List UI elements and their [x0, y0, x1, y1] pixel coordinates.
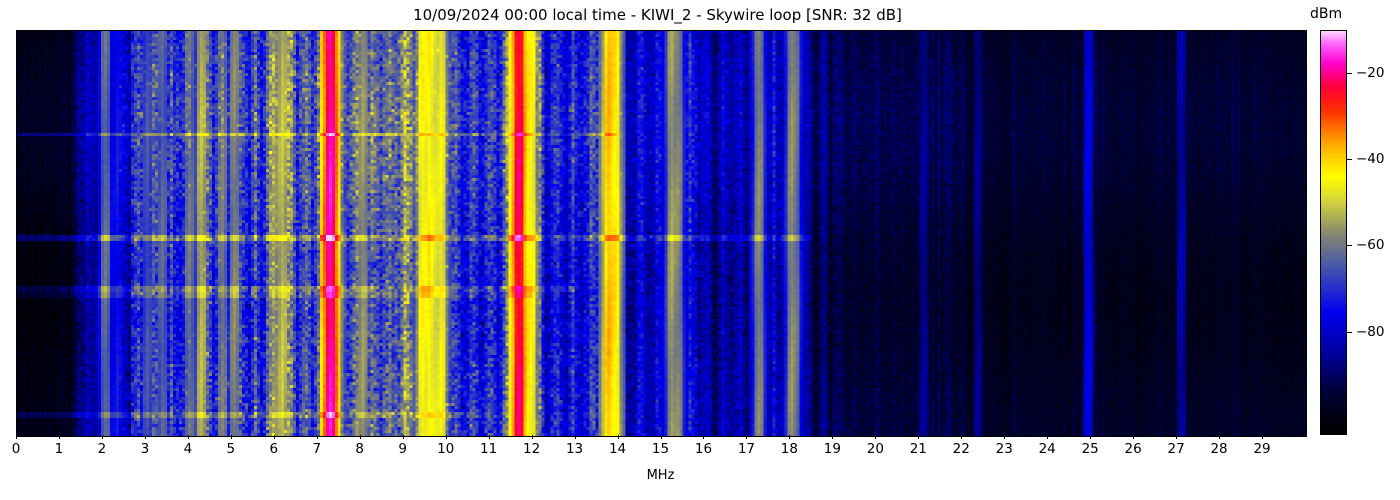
- x-axis-tick-label: 23: [995, 441, 1013, 457]
- x-axis-tick: [359, 435, 361, 439]
- colorbar-tick-label: −40: [1356, 151, 1385, 168]
- x-axis-tick-label: 28: [1210, 441, 1228, 457]
- x-axis-tick-label: 3: [140, 441, 150, 457]
- x-axis-tick-label: 2: [97, 441, 107, 457]
- colorbar-tick: [1347, 331, 1352, 333]
- colorbar-tick: [1347, 73, 1352, 75]
- colorbar-tick-label: −80: [1356, 323, 1385, 340]
- x-axis-tick: [144, 435, 146, 439]
- x-axis-tick: [1219, 435, 1221, 439]
- spectrogram-plot[interactable]: [16, 30, 1307, 437]
- x-axis-tick-label: 8: [355, 441, 365, 457]
- x-axis-tick: [1262, 435, 1264, 439]
- x-axis-tick: [488, 435, 490, 439]
- x-axis-tick: [1090, 435, 1092, 439]
- x-axis-tick-label: 22: [952, 441, 970, 457]
- x-axis-tick: [402, 435, 404, 439]
- x-axis-tick: [1047, 435, 1049, 439]
- colorbar-tick-label: −20: [1356, 65, 1385, 82]
- x-axis-tick-label: 10: [437, 441, 455, 457]
- x-axis-tick-label: 19: [823, 441, 841, 457]
- colorbar-tick-label: −60: [1356, 237, 1385, 254]
- x-axis-tick: [918, 435, 920, 439]
- x-axis-tick: [875, 435, 877, 439]
- x-axis-tick-label: 17: [737, 441, 756, 457]
- colorbar-canvas: [1320, 30, 1347, 435]
- colorbar-unit-label: dBm: [1310, 6, 1343, 22]
- colorbar-tick: [1347, 159, 1352, 161]
- x-axis-tick: [58, 435, 60, 439]
- x-axis-tick: [660, 435, 662, 439]
- x-axis-tick-label: 16: [694, 441, 713, 457]
- x-axis-tick: [531, 435, 533, 439]
- colorbar-tick: [1347, 245, 1352, 247]
- x-axis: 0 1 2 3 4 5 6 7 8 9 10 11 12 13 14 15 16 17 18 19 20 21 22 23 24…: [12, 435, 1305, 465]
- x-axis-tick: [273, 435, 275, 439]
- x-axis-tick-label: 24: [1038, 441, 1056, 457]
- x-axis-tick-label: 18: [780, 441, 798, 457]
- x-axis-tick: [445, 435, 447, 439]
- x-axis-tick-label: 12: [523, 441, 541, 457]
- x-axis-tick: [16, 435, 17, 439]
- x-axis-tick-label: 25: [1081, 441, 1099, 457]
- x-axis-tick: [1004, 435, 1006, 439]
- page-title: 10/09/2024 00:00 local time - KIWI_2 - S…: [413, 6, 902, 24]
- x-axis-tick-label: 26: [1124, 441, 1142, 457]
- x-axis-tick-label: 20: [866, 441, 884, 457]
- x-axis-tick-label: 5: [226, 441, 236, 457]
- x-axis-label: MHz: [646, 468, 675, 483]
- x-axis-tick-label: 14: [608, 441, 627, 457]
- x-axis-tick: [230, 435, 232, 439]
- x-axis-tick-label: 6: [269, 441, 279, 457]
- x-axis-tick: [746, 435, 748, 439]
- x-axis-tick-label: 29: [1253, 441, 1271, 457]
- x-axis-tick-label: 27: [1167, 441, 1185, 457]
- x-axis-tick-label: 11: [480, 441, 498, 457]
- x-axis-tick: [1176, 435, 1178, 439]
- x-axis-tick-label: 7: [312, 441, 322, 457]
- x-axis-tick: [832, 435, 834, 439]
- x-axis-tick: [101, 435, 103, 439]
- x-axis-tick-label: 1: [54, 441, 64, 457]
- waterfall-canvas[interactable]: [17, 31, 1306, 436]
- x-axis-tick-label: 0: [11, 441, 21, 457]
- x-axis-tick-label: 21: [909, 441, 927, 457]
- x-axis-tick: [617, 435, 619, 439]
- x-axis-tick: [789, 435, 791, 439]
- x-axis-tick: [1133, 435, 1135, 439]
- x-axis-tick: [187, 435, 189, 439]
- x-axis-tick-label: 15: [651, 441, 670, 457]
- x-axis-tick: [703, 435, 705, 439]
- x-axis-tick: [574, 435, 576, 439]
- colorbar[interactable]: [1320, 30, 1347, 435]
- x-axis-tick-label: 13: [565, 441, 584, 457]
- x-axis-tick: [316, 435, 318, 439]
- x-axis-tick-label: 9: [398, 441, 407, 457]
- x-axis-tick: [961, 435, 963, 439]
- x-axis-tick-label: 4: [183, 441, 193, 457]
